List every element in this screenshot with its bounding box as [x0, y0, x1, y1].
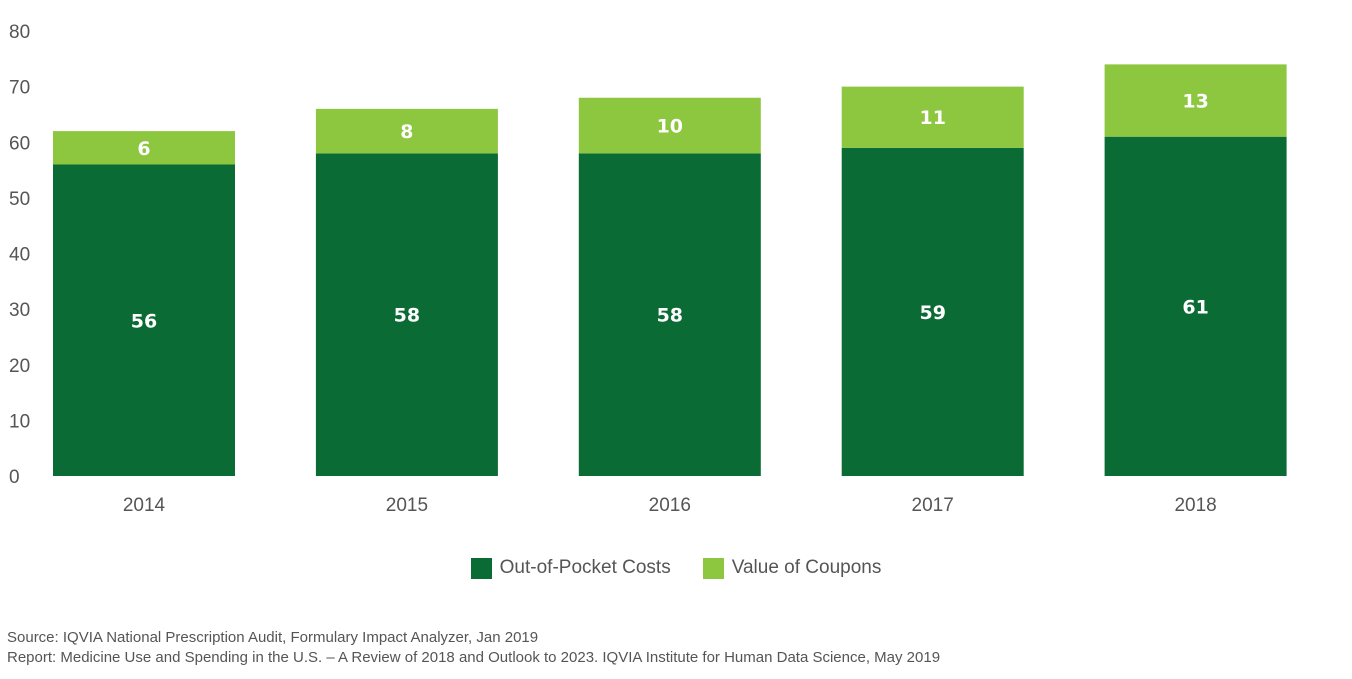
bar-out-of-pocket — [315, 153, 498, 476]
y-tick-label: 70 — [9, 78, 30, 99]
y-tick-label: 40 — [9, 245, 30, 266]
bar-label-out-of-pocket: 56 — [131, 310, 157, 332]
x-tick-label: 2016 — [649, 495, 691, 516]
bar-label-out-of-pocket: 58 — [394, 305, 420, 327]
bar-label-out-of-pocket: 59 — [919, 302, 945, 324]
source-line: Source: IQVIA National Prescription Audi… — [7, 629, 539, 646]
y-tick-label: 10 — [9, 411, 30, 432]
legend-item-out-of-pocket: Out-of-Pocket Costs — [470, 557, 671, 579]
y-tick-label: 0 — [9, 467, 20, 488]
x-tick-label: 2017 — [912, 495, 954, 516]
legend-label-coupons: Value of Coupons — [731, 557, 882, 578]
bar-coupons — [1104, 64, 1287, 137]
source-note: Source: IQVIA National Prescription Audi… — [7, 628, 940, 668]
y-tick-label: 80 — [9, 22, 30, 43]
x-tick-label: 2018 — [1174, 495, 1216, 516]
x-tick-label: 2015 — [386, 495, 428, 516]
legend-item-coupons: Value of Coupons — [702, 557, 882, 579]
report-line: Report: Medicine Use and Spending in the… — [7, 649, 941, 666]
bar-out-of-pocket — [841, 147, 1024, 476]
y-tick-label: 30 — [9, 300, 30, 321]
y-tick-label: 60 — [9, 133, 30, 154]
y-tick-label: 20 — [9, 356, 30, 377]
bar-coupons — [578, 97, 761, 154]
bar-coupons — [841, 86, 1024, 148]
bar-out-of-pocket — [1104, 136, 1287, 476]
bar-out-of-pocket — [53, 164, 235, 476]
bar-label-coupons: 13 — [1182, 91, 1208, 113]
stacked-bar-chart: 0 10 20 30 40 50 60 70 80 56 6 2014 58 8 2015 58 10 2016 5… — [9, 22, 1287, 516]
bar-coupons — [53, 131, 235, 165]
legend: Out-of-Pocket Costs Value of Coupons — [0, 557, 1352, 579]
bar-coupons — [315, 108, 498, 154]
legend-swatch-coupons — [702, 557, 724, 579]
bar-label-coupons: 10 — [657, 116, 683, 138]
bar-label-out-of-pocket: 58 — [657, 305, 683, 327]
legend-swatch-out-of-pocket — [470, 557, 492, 579]
bar-out-of-pocket — [578, 153, 761, 476]
bar-label-coupons: 6 — [137, 138, 150, 160]
legend-label-out-of-pocket: Out-of-Pocket Costs — [499, 557, 671, 578]
bar-label-coupons: 11 — [919, 107, 945, 129]
y-tick-label: 50 — [9, 189, 30, 210]
bar-label-coupons: 8 — [400, 121, 413, 143]
x-tick-label: 2014 — [123, 495, 166, 516]
bar-label-out-of-pocket: 61 — [1182, 296, 1208, 318]
